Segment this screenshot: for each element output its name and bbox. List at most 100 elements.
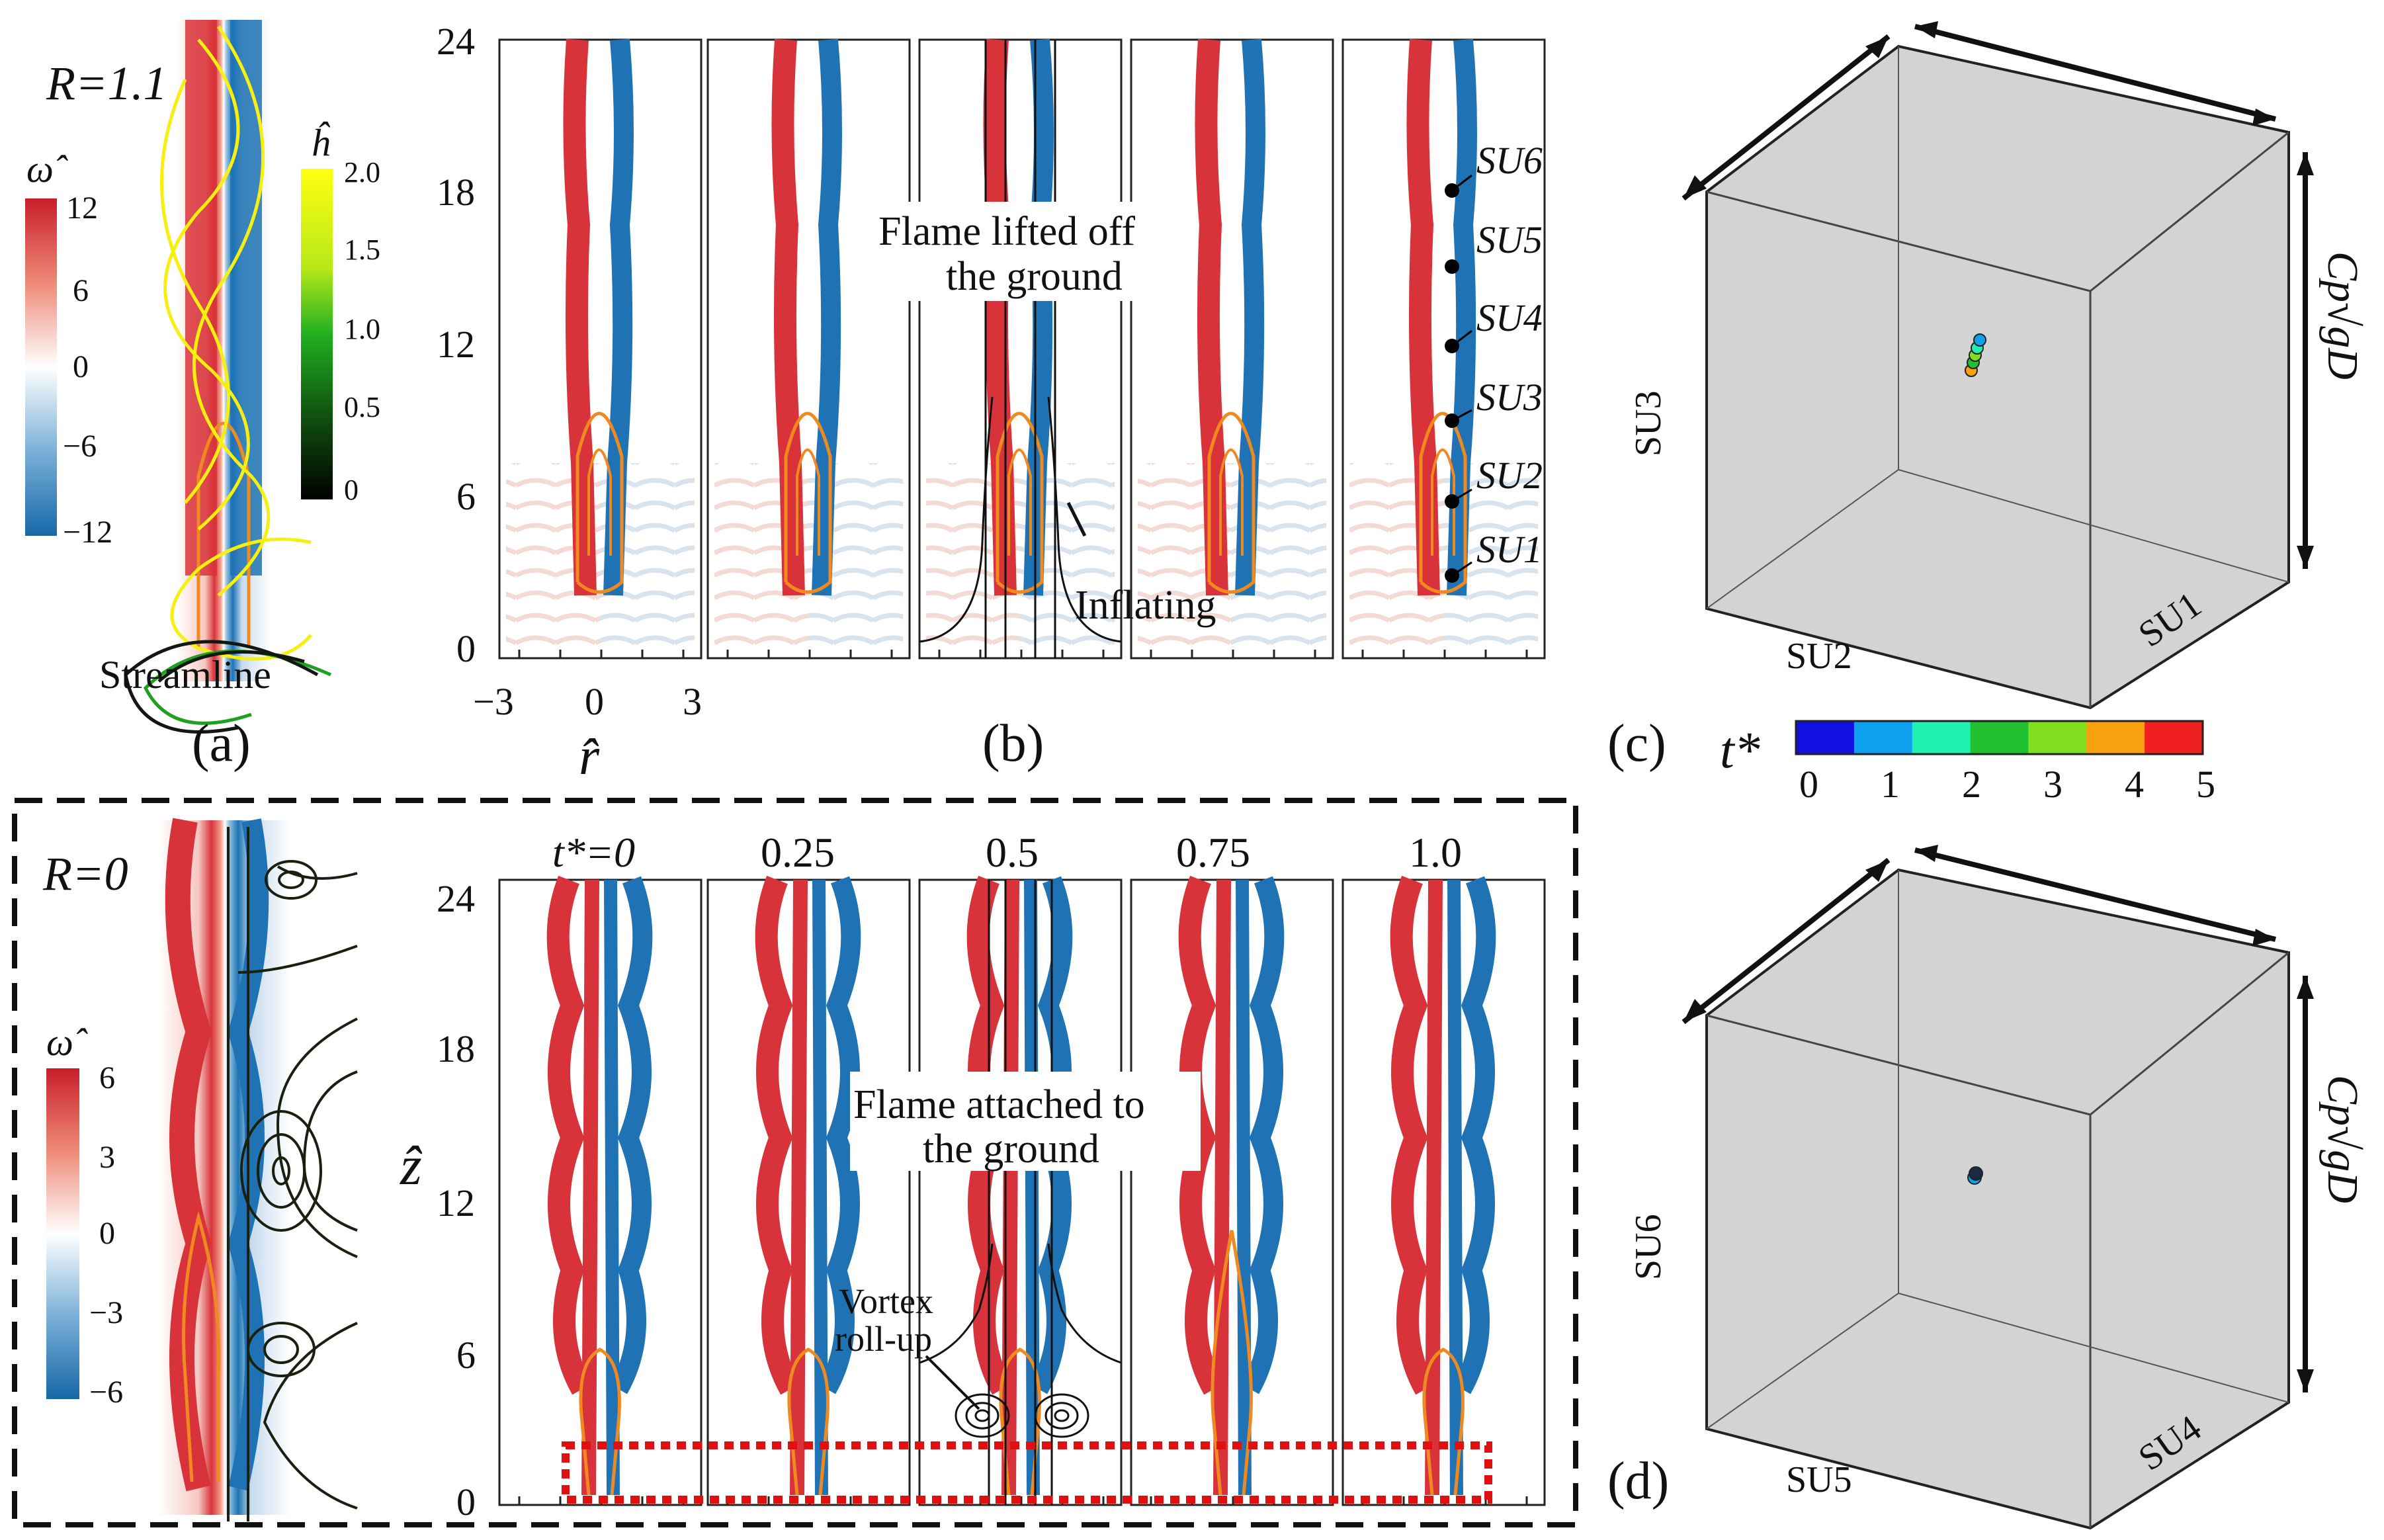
panel-b-frame (498, 38, 702, 660)
panel-d-axis-u5: SU5 (1786, 1459, 1852, 1500)
panel-b-x-tick: −3 (473, 680, 514, 723)
panel-lower-y-tick: 0 (456, 1480, 476, 1523)
panel-lower-omega-tick: −6 (89, 1375, 123, 1410)
panel-lower-time-label: t*=0 (552, 829, 635, 876)
trajectory-point (1969, 1166, 1983, 1181)
panel-lower-y-tick: 12 (437, 1181, 475, 1224)
panel-b: 24 18 12 6 0 −3 0 3 r̂ Flame lifted off … (437, 20, 1546, 786)
tstar-tick: 5 (2196, 763, 2215, 806)
panel-a-omega-label: ω̂ (26, 148, 68, 191)
panel-a: R=1.1 ω̂ 12 6 0 −6 −12 ĥ 2.0 1.5 1.0 0.5 (25, 20, 380, 773)
panel-a-h-tick: 0.5 (344, 391, 380, 423)
tstar-color-segment (2086, 721, 2146, 754)
panel-b-y-tick: 18 (437, 171, 475, 214)
tstar-tick: 2 (1962, 763, 1981, 806)
probe-label-su2: SU2 (1476, 454, 1543, 497)
probe-label-su1: SU1 (1476, 528, 1543, 571)
probe-label-su4: SU4 (1476, 296, 1543, 339)
panel-lower-frame (498, 875, 702, 1506)
panel-lower-y-tick: 18 (437, 1027, 475, 1070)
panel-a-omega-tick: 12 (66, 191, 98, 226)
panel-b-inflating-text: Inflating (1075, 583, 1216, 628)
probe-label-su3: SU3 (1476, 376, 1543, 419)
panel-a-r-label: R=1.1 (46, 57, 167, 110)
panel-a-streamlines (124, 25, 332, 734)
panel-c-caption: (c) (1607, 714, 1666, 773)
panel-a-omega-tick: −12 (63, 515, 112, 550)
panel-a-h-tick: 1.0 (344, 313, 380, 345)
probe-point-su5 (1445, 259, 1459, 274)
panel-d: Cp√gD SU6 SU5 SU4 (d) (1607, 845, 2367, 1530)
panel-lower-attached-text-2: the ground (923, 1127, 1099, 1172)
panel-lower-omega-tick: −3 (89, 1295, 123, 1330)
panel-lower-omega-tick: 6 (99, 1060, 115, 1095)
panel-lower: R=0 ω̂ 6 3 0 −3 −6 t*=0 0.25 (42, 818, 1546, 1523)
panel-b-caption: (b) (982, 714, 1044, 773)
panel-b-x-label: r̂ (579, 728, 600, 786)
panel-lower-vortex-text-2: roll-up (835, 1319, 932, 1359)
panel-lower-attached-text-1: Flame attached to (853, 1082, 1145, 1127)
panel-b-lifted-text-1: Flame lifted off (878, 209, 1135, 254)
panel-lower-vortex-text-1: Vortex (839, 1281, 933, 1321)
panel-a-h-label: ĥ (311, 121, 331, 164)
trajectory-point (1973, 333, 1986, 347)
panel-b-frame (706, 38, 911, 660)
probe-label-su6: SU6 (1476, 139, 1543, 182)
panel-lower-attached-textbox (850, 1072, 1201, 1171)
panel-lower-omega-tick: 0 (99, 1216, 115, 1251)
panel-lower-y-label: ẑ (400, 1135, 423, 1197)
tstar-tick: 0 (1799, 763, 1818, 806)
panel-a-h-tick: 1.5 (344, 234, 380, 266)
tstar-color-segment (2028, 721, 2088, 754)
tstar-color-segment (2145, 721, 2203, 754)
panel-a-flame-contour (196, 421, 251, 648)
panel-a-omega-colorbar (25, 198, 57, 536)
panel-c: Cp√gD SU3 SU2 SU1 (c) (1607, 21, 2367, 773)
panel-d-trajectory (1967, 1166, 1983, 1185)
panel-lower-frame (1130, 875, 1334, 1506)
panel-lower-frame (706, 875, 911, 1506)
panel-lower-time-label: 0.75 (1176, 829, 1250, 876)
panel-b-y-tick: 24 (437, 20, 475, 63)
panel-d-cp-label: Cp√gD (2319, 1075, 2367, 1203)
panel-lower-time-label: 1.0 (1409, 829, 1462, 876)
panel-lower-r-label: R=0 (42, 847, 128, 900)
panel-d-caption: (d) (1607, 1452, 1669, 1510)
tstar-tick: 3 (2043, 763, 2063, 806)
panel-lower-omega-tick: 3 (99, 1140, 115, 1175)
panel-lower-flame-contour (182, 1211, 221, 1482)
panel-b-frame (1341, 38, 1546, 660)
panel-c-axis-u3: SU3 (1628, 390, 1669, 456)
panel-b-lifted-text-2: the ground (946, 254, 1123, 299)
tstar-label: t* (1720, 721, 1760, 779)
panel-a-omega-tick: −6 (63, 429, 97, 464)
probe-label-su5: SU5 (1476, 218, 1543, 261)
panel-lower-y-tick: 24 (437, 877, 475, 920)
panel-b-lifted-textbox (870, 202, 1181, 301)
panel-b-probes: SU6 SU5 SU4 SU3 SU2 SU1 (1445, 139, 1543, 583)
tstar-color-segment (1796, 721, 1855, 754)
panel-d-cube-back (1705, 868, 2290, 1530)
panel-lower-streamlines (227, 827, 358, 1521)
panel-lower-y-tick: 6 (456, 1334, 476, 1377)
tstar-color-segment (1970, 721, 2029, 754)
tstar-tick: 4 (2125, 763, 2144, 806)
panel-b-y-tick: 0 (456, 627, 476, 670)
panel-a-omega-tick: 0 (73, 349, 89, 384)
panel-d-axis-u6: SU6 (1628, 1214, 1669, 1280)
panel-b-frame (1130, 38, 1334, 660)
lower-dashed-box (12, 798, 1578, 1527)
panel-lower-frame (1341, 875, 1546, 1506)
panel-lower-frame (918, 875, 1123, 1506)
panel-lower-omega-label: ω̂ (46, 1021, 88, 1064)
panel-c-cp-label: Cp√gD (2319, 251, 2367, 380)
panel-b-y-tick: 12 (437, 323, 475, 366)
panel-lower-omega-colorbar (46, 1068, 79, 1399)
panel-a-h-tick: 2.0 (344, 156, 380, 189)
panel-c-trajectory (1965, 333, 1986, 377)
tstar-colorbar: t* 0 1 2 3 4 5 (1720, 720, 2215, 806)
panel-c-axis-u2: SU2 (1786, 636, 1852, 677)
panel-a-omega-tick: 6 (73, 273, 89, 308)
ground-region-highlight (562, 1441, 1492, 1504)
